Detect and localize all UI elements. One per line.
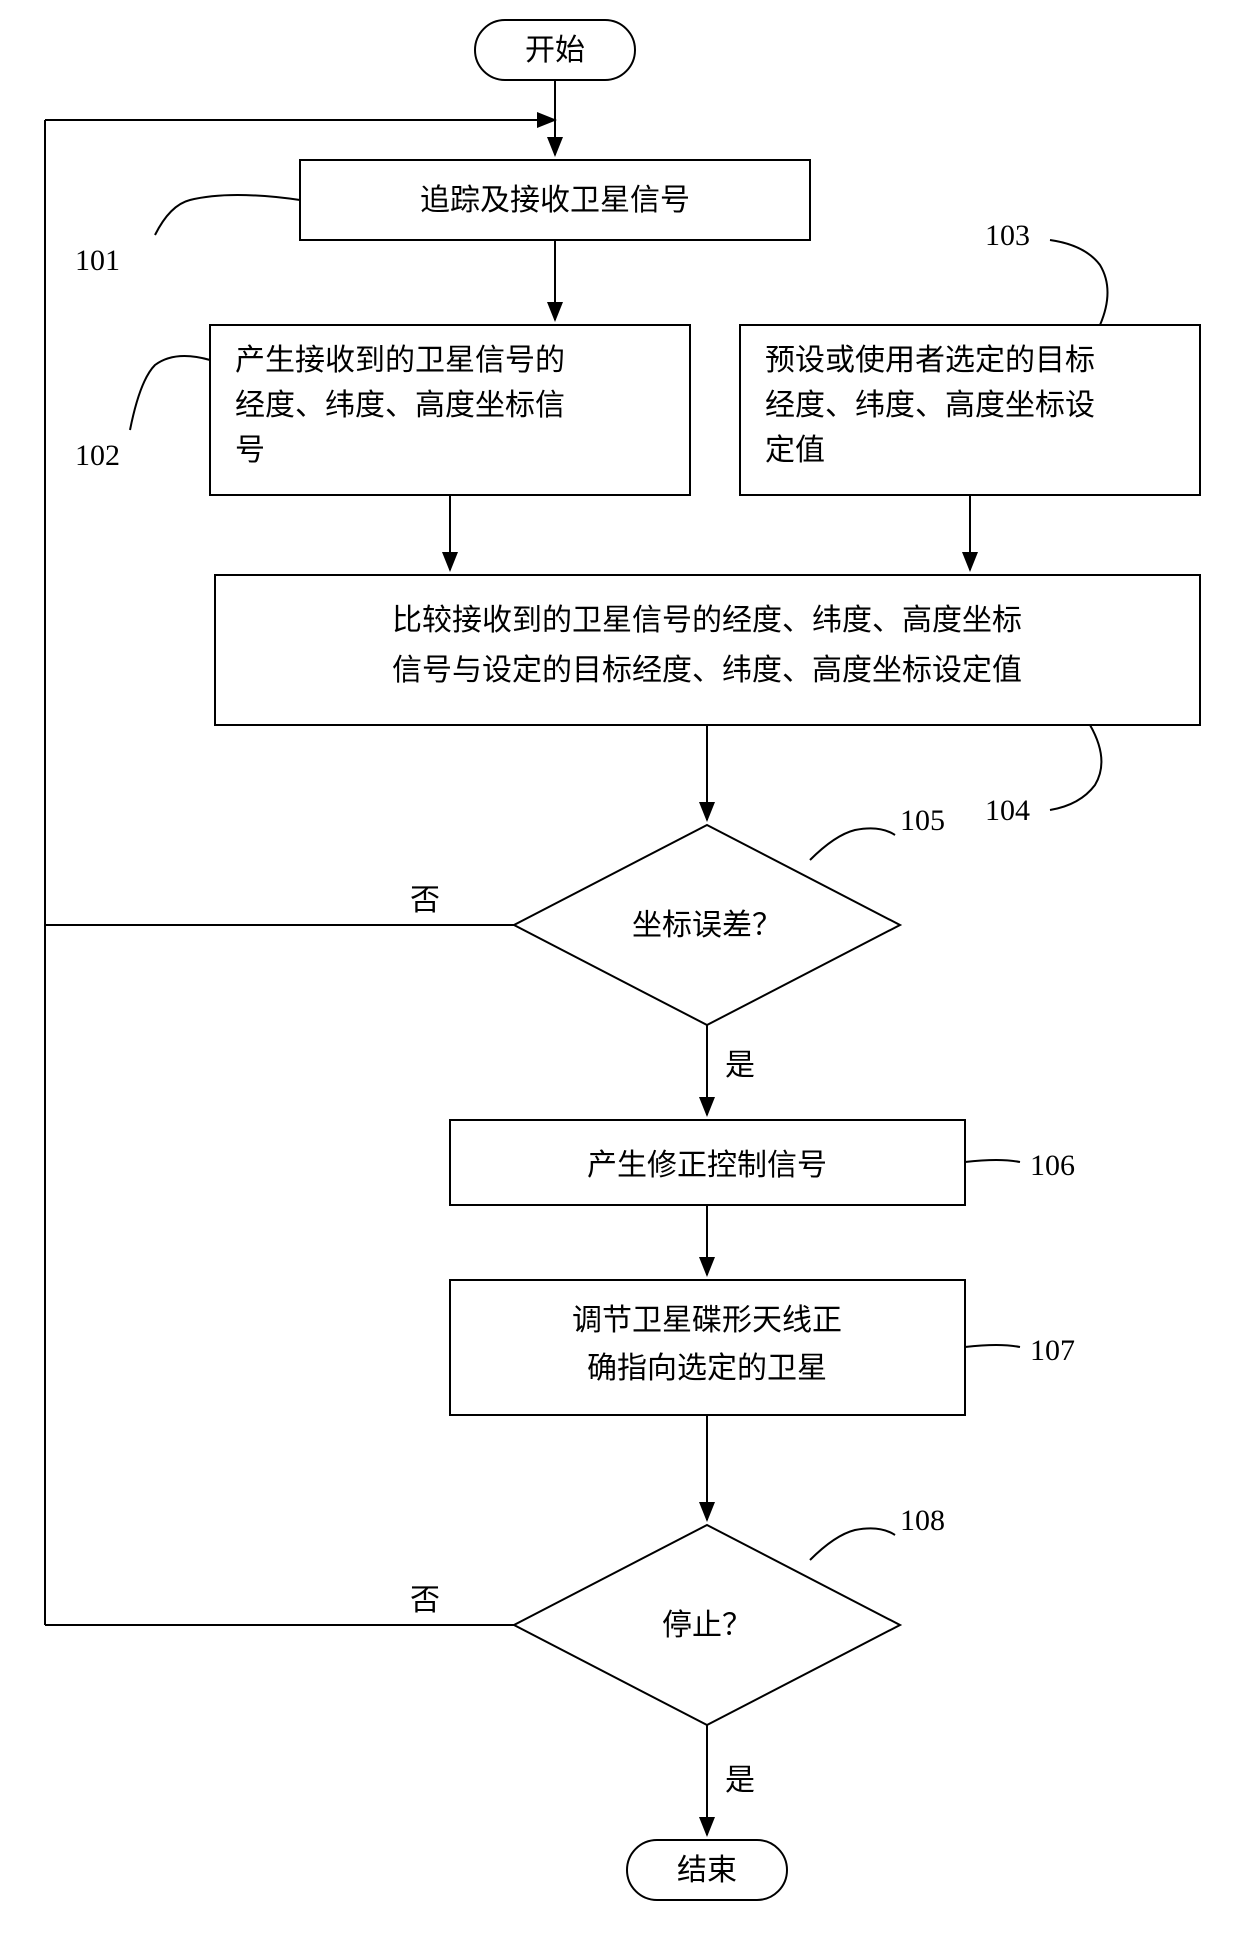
callout-101 [155,195,300,235]
node-104-line1: 比较接收到的卫星信号的经度、纬度、高度坐标 [392,604,1022,637]
callout-106 [965,1160,1020,1162]
node-102-line3: 号 [235,434,265,467]
node-103-line2: 经度、纬度、高度坐标设 [765,389,1095,422]
callout-108 [810,1528,895,1560]
callout-104 [1050,725,1101,810]
flowchart-canvas: 开始 追踪及接收卫星信号 101 产生接收到的卫星信号的 经度、纬度、高度坐标信… [0,0,1241,1938]
callout-105-label: 105 [900,804,945,837]
node-103-line3: 定值 [765,434,825,467]
callout-106-label: 106 [1030,1149,1075,1182]
callout-101-label: 101 [75,244,120,277]
start-label: 开始 [525,34,585,67]
callout-104-label: 104 [985,794,1030,827]
edge-105-no-label: 否 [410,884,440,917]
node-108: 停止？ [514,1525,900,1725]
node-102: 产生接收到的卫星信号的 经度、纬度、高度坐标信 号 [210,325,690,495]
callout-107-label: 107 [1030,1334,1075,1367]
start-terminal: 开始 [475,20,635,80]
node-102-line2: 经度、纬度、高度坐标信 [235,389,565,422]
callout-105 [810,828,895,860]
node-105-text: 坐标误差？ [632,909,782,942]
callout-103 [1050,240,1108,325]
edge-108-no-label: 否 [410,1584,440,1617]
node-108-text: 停止？ [662,1609,752,1642]
end-terminal: 结束 [627,1840,787,1900]
callout-102-label: 102 [75,439,120,472]
node-106: 产生修正控制信号 [450,1120,965,1205]
node-103: 预设或使用者选定的目标 经度、纬度、高度坐标设 定值 [740,325,1200,495]
node-107: 调节卫星碟形天线正 确指向选定的卫星 [450,1280,965,1415]
node-106-text: 产生修正控制信号 [587,1149,827,1182]
node-102-line1: 产生接收到的卫星信号的 [235,344,565,377]
node-103-line1: 预设或使用者选定的目标 [765,344,1095,377]
edge-105-yes-label: 是 [725,1049,755,1082]
end-label: 结束 [677,1854,737,1887]
edge-108-yes-label: 是 [725,1764,755,1797]
node-104: 比较接收到的卫星信号的经度、纬度、高度坐标 信号与设定的目标经度、纬度、高度坐标… [215,575,1200,725]
callout-102 [130,356,210,430]
callout-108-label: 108 [900,1504,945,1537]
node-105: 坐标误差？ [514,825,900,1025]
callout-103-label: 103 [985,219,1030,252]
node-104-line2: 信号与设定的目标经度、纬度、高度坐标设定值 [392,654,1022,687]
node-101-text: 追踪及接收卫星信号 [420,184,690,217]
callout-107 [965,1345,1020,1347]
node-107-line1: 调节卫星碟形天线正 [572,1304,842,1337]
node-107-line2: 确指向选定的卫星 [587,1352,827,1385]
node-101: 追踪及接收卫星信号 [300,160,810,240]
